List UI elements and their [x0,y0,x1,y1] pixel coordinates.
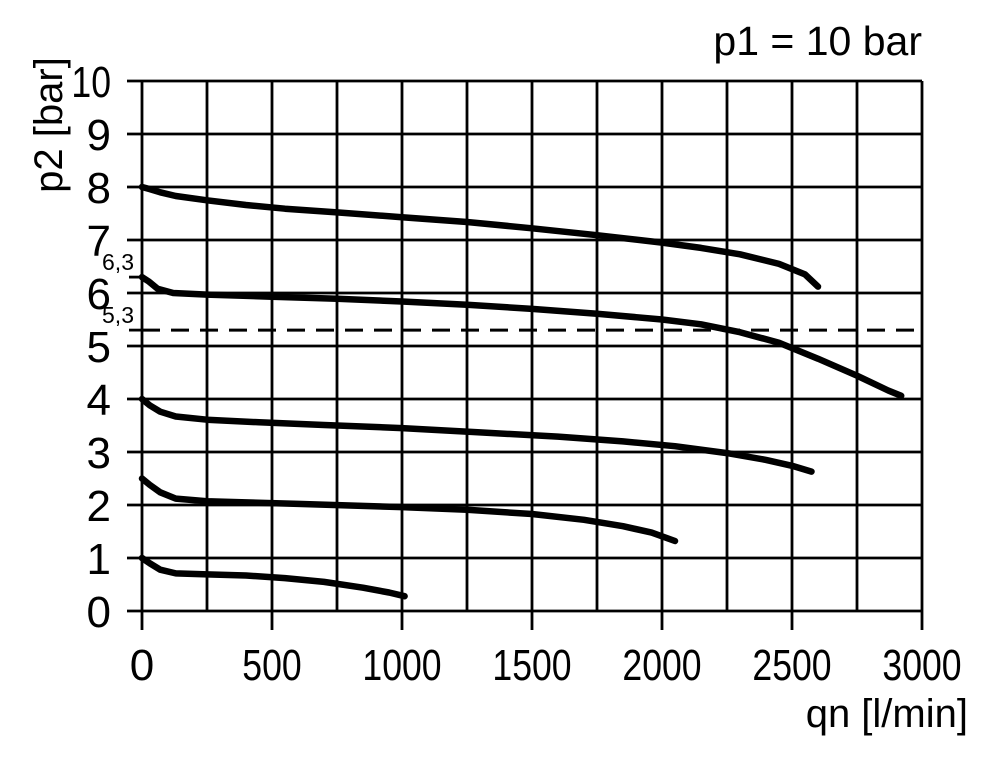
chart-title: p1 = 10 bar [713,18,922,64]
y-minor-label: 5,3 [102,302,134,328]
y-tick-label: 5 [87,323,111,372]
x-axis-label: qn [l/min] [806,692,968,736]
grid-layer [127,79,924,630]
curve-2-5-bar [138,475,679,545]
y-tick-label: 6 [87,270,111,319]
curve-8-bar [138,183,822,290]
curve-6-3-bar [138,273,905,400]
y-tick-label: 4 [87,376,111,425]
x-tick-label: 1000 [362,641,441,690]
y-tick-label: 8 [87,164,111,213]
y-tick-label: 9 [87,111,111,160]
x-tick-label: 2000 [622,641,701,690]
curve-layer [138,183,905,600]
y-tick-label: 2 [87,482,111,531]
y-tick-label: 10 [71,58,111,107]
x-tick-label: 1500 [492,641,571,690]
y-tick-label: 7 [87,217,111,266]
x-tick-label: 3000 [882,641,961,690]
y-axis-label: p2 [bar] [27,57,71,193]
label-layer: 0 500 1000 1500 2000 2500 30000123456789106,35… [71,58,961,690]
y-tick-label: 1 [87,535,111,584]
curve-4-bar [138,395,815,475]
y-tick-label: 0 [87,588,111,637]
y-minor-label: 6,3 [102,249,134,275]
x-tick-label: 0 [130,641,154,690]
curve-1-bar [138,554,408,600]
x-tick-label: 2500 [752,641,831,690]
y-tick-label: 3 [87,429,111,478]
x-tick-label: 500 [242,641,301,690]
